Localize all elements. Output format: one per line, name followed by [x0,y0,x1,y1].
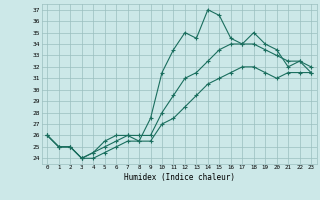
X-axis label: Humidex (Indice chaleur): Humidex (Indice chaleur) [124,173,235,182]
